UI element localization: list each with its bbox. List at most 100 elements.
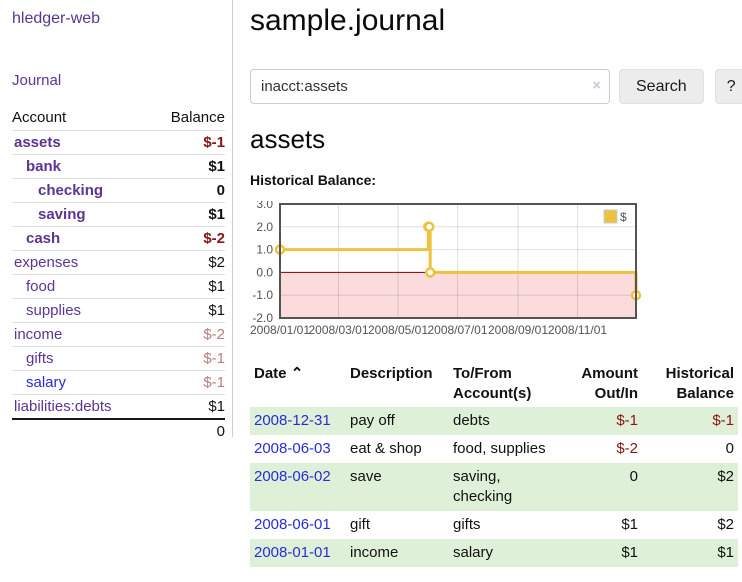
- clear-search-icon[interactable]: ×: [592, 77, 601, 94]
- svg-text:2008/09/01: 2008/09/01: [488, 323, 548, 337]
- account-link-bank[interactable]: bank: [26, 158, 62, 175]
- account-link-cash[interactable]: cash: [26, 230, 61, 247]
- account-row: bank $1: [12, 154, 225, 179]
- transaction-description: gift: [350, 516, 371, 533]
- transaction-date-link[interactable]: 2008-01-01: [254, 544, 331, 561]
- account-row: food $1: [12, 274, 225, 299]
- transaction-date-link[interactable]: 2008-12-31: [254, 412, 331, 429]
- transaction-balance: $2: [717, 516, 734, 533]
- account-balance: $1: [208, 158, 225, 175]
- account-link-expenses[interactable]: expenses: [14, 254, 79, 271]
- account-balance: $-1: [203, 374, 225, 391]
- transaction-accounts: food, supplies: [453, 440, 546, 457]
- register-header-accounts: To/From Account(s): [453, 365, 532, 402]
- sidebar: hledger-web Journal Account Balance asse…: [0, 0, 233, 440]
- register-row: 2008-06-01 gift gifts $1 $2: [250, 511, 738, 539]
- transaction-balance: 0: [725, 440, 734, 457]
- svg-text:0.0: 0.0: [256, 265, 273, 279]
- accounts-header-balance: Balance: [170, 109, 225, 126]
- page-title: sample.journal: [250, 4, 446, 37]
- register-header-description: Description: [350, 365, 433, 382]
- transaction-accounts: gifts: [453, 516, 481, 533]
- account-row: expenses $2: [12, 250, 225, 275]
- register-row: 2008-06-03 eat & shop food, supplies $-2…: [250, 435, 738, 463]
- search-form: × Search ?: [250, 69, 742, 104]
- account-link-gifts[interactable]: gifts: [26, 350, 54, 367]
- svg-text:2008/07/01: 2008/07/01: [427, 323, 487, 337]
- account-balance: $1: [208, 398, 225, 415]
- transaction-date-link[interactable]: 2008-06-02: [254, 468, 331, 485]
- transaction-date-link[interactable]: 2008-06-01: [254, 516, 331, 533]
- account-balance: $-1: [203, 350, 225, 367]
- transaction-description: pay off: [350, 412, 395, 429]
- account-balance: $-2: [203, 230, 225, 247]
- transaction-balance: $2: [717, 468, 734, 485]
- accounts-total-row: 0: [12, 419, 225, 443]
- account-row: saving $1: [12, 202, 225, 227]
- register-header-amount: Amount Out/In: [581, 365, 638, 402]
- svg-text:2008/11/01: 2008/11/01: [548, 323, 607, 337]
- svg-text:2008/01/01: 2008/01/01: [250, 323, 310, 337]
- search-button[interactable]: Search: [619, 69, 704, 104]
- transaction-balance: $-1: [712, 412, 734, 429]
- account-link-liabilities-debts[interactable]: liabilities:debts: [14, 398, 112, 415]
- svg-text:2.0: 2.0: [256, 220, 273, 234]
- transaction-accounts: debts: [453, 412, 490, 429]
- transaction-description: income: [350, 544, 399, 561]
- account-row: supplies $1: [12, 298, 225, 323]
- account-row: gifts $-1: [12, 346, 225, 371]
- account-row: income $-2: [12, 322, 225, 347]
- account-row: salary $-1: [12, 370, 225, 395]
- svg-text:3.0: 3.0: [256, 201, 273, 211]
- account-link-checking[interactable]: checking: [38, 182, 104, 199]
- register-row: 2008-01-01 income salary $1 $1: [250, 539, 738, 567]
- account-link-income[interactable]: income: [14, 326, 63, 343]
- account-link-salary[interactable]: salary: [26, 374, 67, 391]
- historical-balance-label: Historical Balance:: [250, 172, 377, 188]
- account-balance: $1: [208, 302, 225, 319]
- register-row: 2008-12-31 pay off debts $-1 $-1: [250, 407, 738, 435]
- sort-asc-icon: ⌃: [290, 365, 304, 382]
- account-link-saving[interactable]: saving: [38, 206, 86, 223]
- account-balance: $1: [208, 206, 225, 223]
- accounts-table: Account Balance assets $-1 bank $1 check…: [12, 106, 225, 443]
- svg-text:2008/03/01: 2008/03/01: [308, 323, 368, 337]
- account-heading: assets: [250, 124, 326, 154]
- transaction-date-link[interactable]: 2008-06-03: [254, 440, 331, 457]
- account-link-food[interactable]: food: [26, 278, 56, 295]
- transaction-amount: $-2: [616, 440, 638, 457]
- register-row: 2008-06-02 save saving, checking 0 $2: [250, 463, 738, 511]
- historical-balance-chart: $3.0 2.0 1.0 0.0 -1.0 -2.02008/01/012008/03/0…: [250, 201, 642, 337]
- transaction-amount: $-1: [616, 412, 638, 429]
- transaction-amount: $1: [621, 544, 638, 561]
- transaction-accounts: salary: [453, 544, 494, 561]
- transaction-description: save: [350, 468, 382, 485]
- app-title-link[interactable]: hledger-web: [12, 10, 101, 27]
- sidebar-item-journal[interactable]: Journal: [12, 72, 62, 89]
- account-link-assets[interactable]: assets: [14, 134, 61, 151]
- account-row: assets $-1: [12, 130, 225, 155]
- register-header-date[interactable]: Date ⌃: [254, 365, 304, 382]
- accounts-total-value: 0: [216, 423, 225, 440]
- account-row: cash $-2: [12, 226, 225, 251]
- account-link-supplies[interactable]: supplies: [26, 302, 82, 319]
- register-table: Date ⌃ Description To/From Account(s) Am…: [250, 362, 738, 567]
- account-balance: $-2: [203, 326, 225, 343]
- svg-text:-1.0: -1.0: [252, 288, 273, 302]
- account-row: liabilities:debts $1: [12, 394, 225, 420]
- svg-text:-2.0: -2.0: [252, 311, 273, 325]
- search-input[interactable]: [250, 69, 610, 104]
- transaction-accounts: saving, checking: [453, 468, 513, 505]
- main-content: sample.journal × Search ? assets Histori…: [250, 0, 742, 567]
- accounts-header-account: Account: [12, 109, 67, 126]
- account-row: checking 0: [12, 178, 225, 203]
- svg-text:$: $: [620, 210, 627, 224]
- help-button[interactable]: ?: [714, 69, 742, 104]
- register-header-balance: Historical Balance: [665, 365, 734, 402]
- transaction-balance: $1: [717, 544, 734, 561]
- account-balance: $-1: [203, 134, 225, 151]
- register-header-row: Date ⌃ Description To/From Account(s) Am…: [250, 362, 738, 407]
- account-balance: $1: [208, 278, 225, 295]
- transaction-amount: 0: [629, 468, 638, 485]
- transaction-description: eat & shop: [350, 440, 422, 457]
